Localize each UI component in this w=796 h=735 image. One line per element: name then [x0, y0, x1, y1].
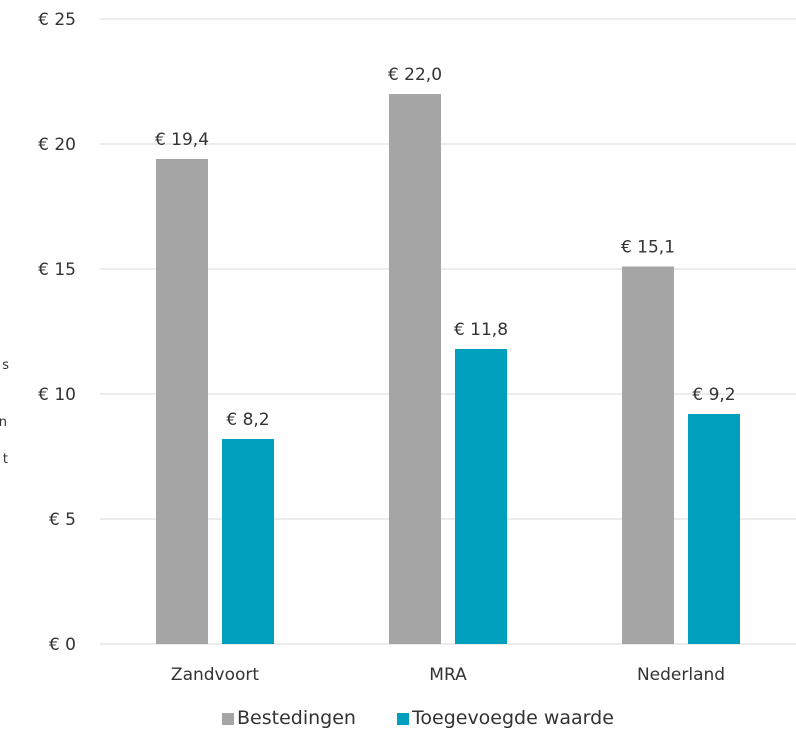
data-label: € 9,2 — [692, 385, 735, 405]
x-category-label: Zandvoort — [171, 665, 259, 685]
legend-label: Toegevoegde waarde — [411, 707, 614, 729]
x-category-label: MRA — [429, 665, 467, 685]
x-axis-categories: Zandvoort MRA Nederland — [171, 665, 725, 685]
data-label: € 8,2 — [226, 410, 269, 430]
bar-bestedingen-zandvoort — [156, 159, 208, 644]
y-axis-title-fragment: s — [2, 358, 9, 373]
legend-swatch — [222, 713, 234, 725]
y-tick-label: € 5 — [49, 510, 76, 530]
bars — [156, 94, 740, 644]
legend-label: Bestedingen — [237, 707, 356, 729]
y-axis-title-fragment: t — [3, 452, 8, 467]
bar-toegevoegde-waarde-zandvoort — [222, 439, 274, 644]
data-label: € 11,8 — [454, 320, 508, 340]
y-tick-label: € 10 — [38, 385, 76, 405]
data-label: € 15,1 — [621, 238, 675, 258]
x-category-label: Nederland — [637, 665, 725, 685]
data-label: € 19,4 — [155, 130, 209, 150]
y-axis-ticks: € 0 € 5 € 10 € 15 € 20 € 25 — [38, 10, 76, 655]
data-label: € 22,0 — [388, 65, 442, 85]
y-axis-title-fragment: n — [0, 415, 7, 430]
bar-bestedingen-nederland — [622, 267, 674, 645]
y-tick-label: € 0 — [49, 635, 76, 655]
bar-toegevoegde-waarde-nederland — [688, 414, 740, 644]
bar-bestedingen-mra — [389, 94, 441, 644]
bar-toegevoegde-waarde-mra — [455, 349, 507, 644]
y-tick-label: € 25 — [38, 10, 76, 30]
legend: Bestedingen Toegevoegde waarde — [222, 707, 614, 729]
legend-swatch — [397, 713, 409, 725]
y-tick-label: € 20 — [38, 135, 76, 155]
y-tick-label: € 15 — [38, 260, 76, 280]
clipped-y-axis-title: s n t — [0, 358, 9, 467]
